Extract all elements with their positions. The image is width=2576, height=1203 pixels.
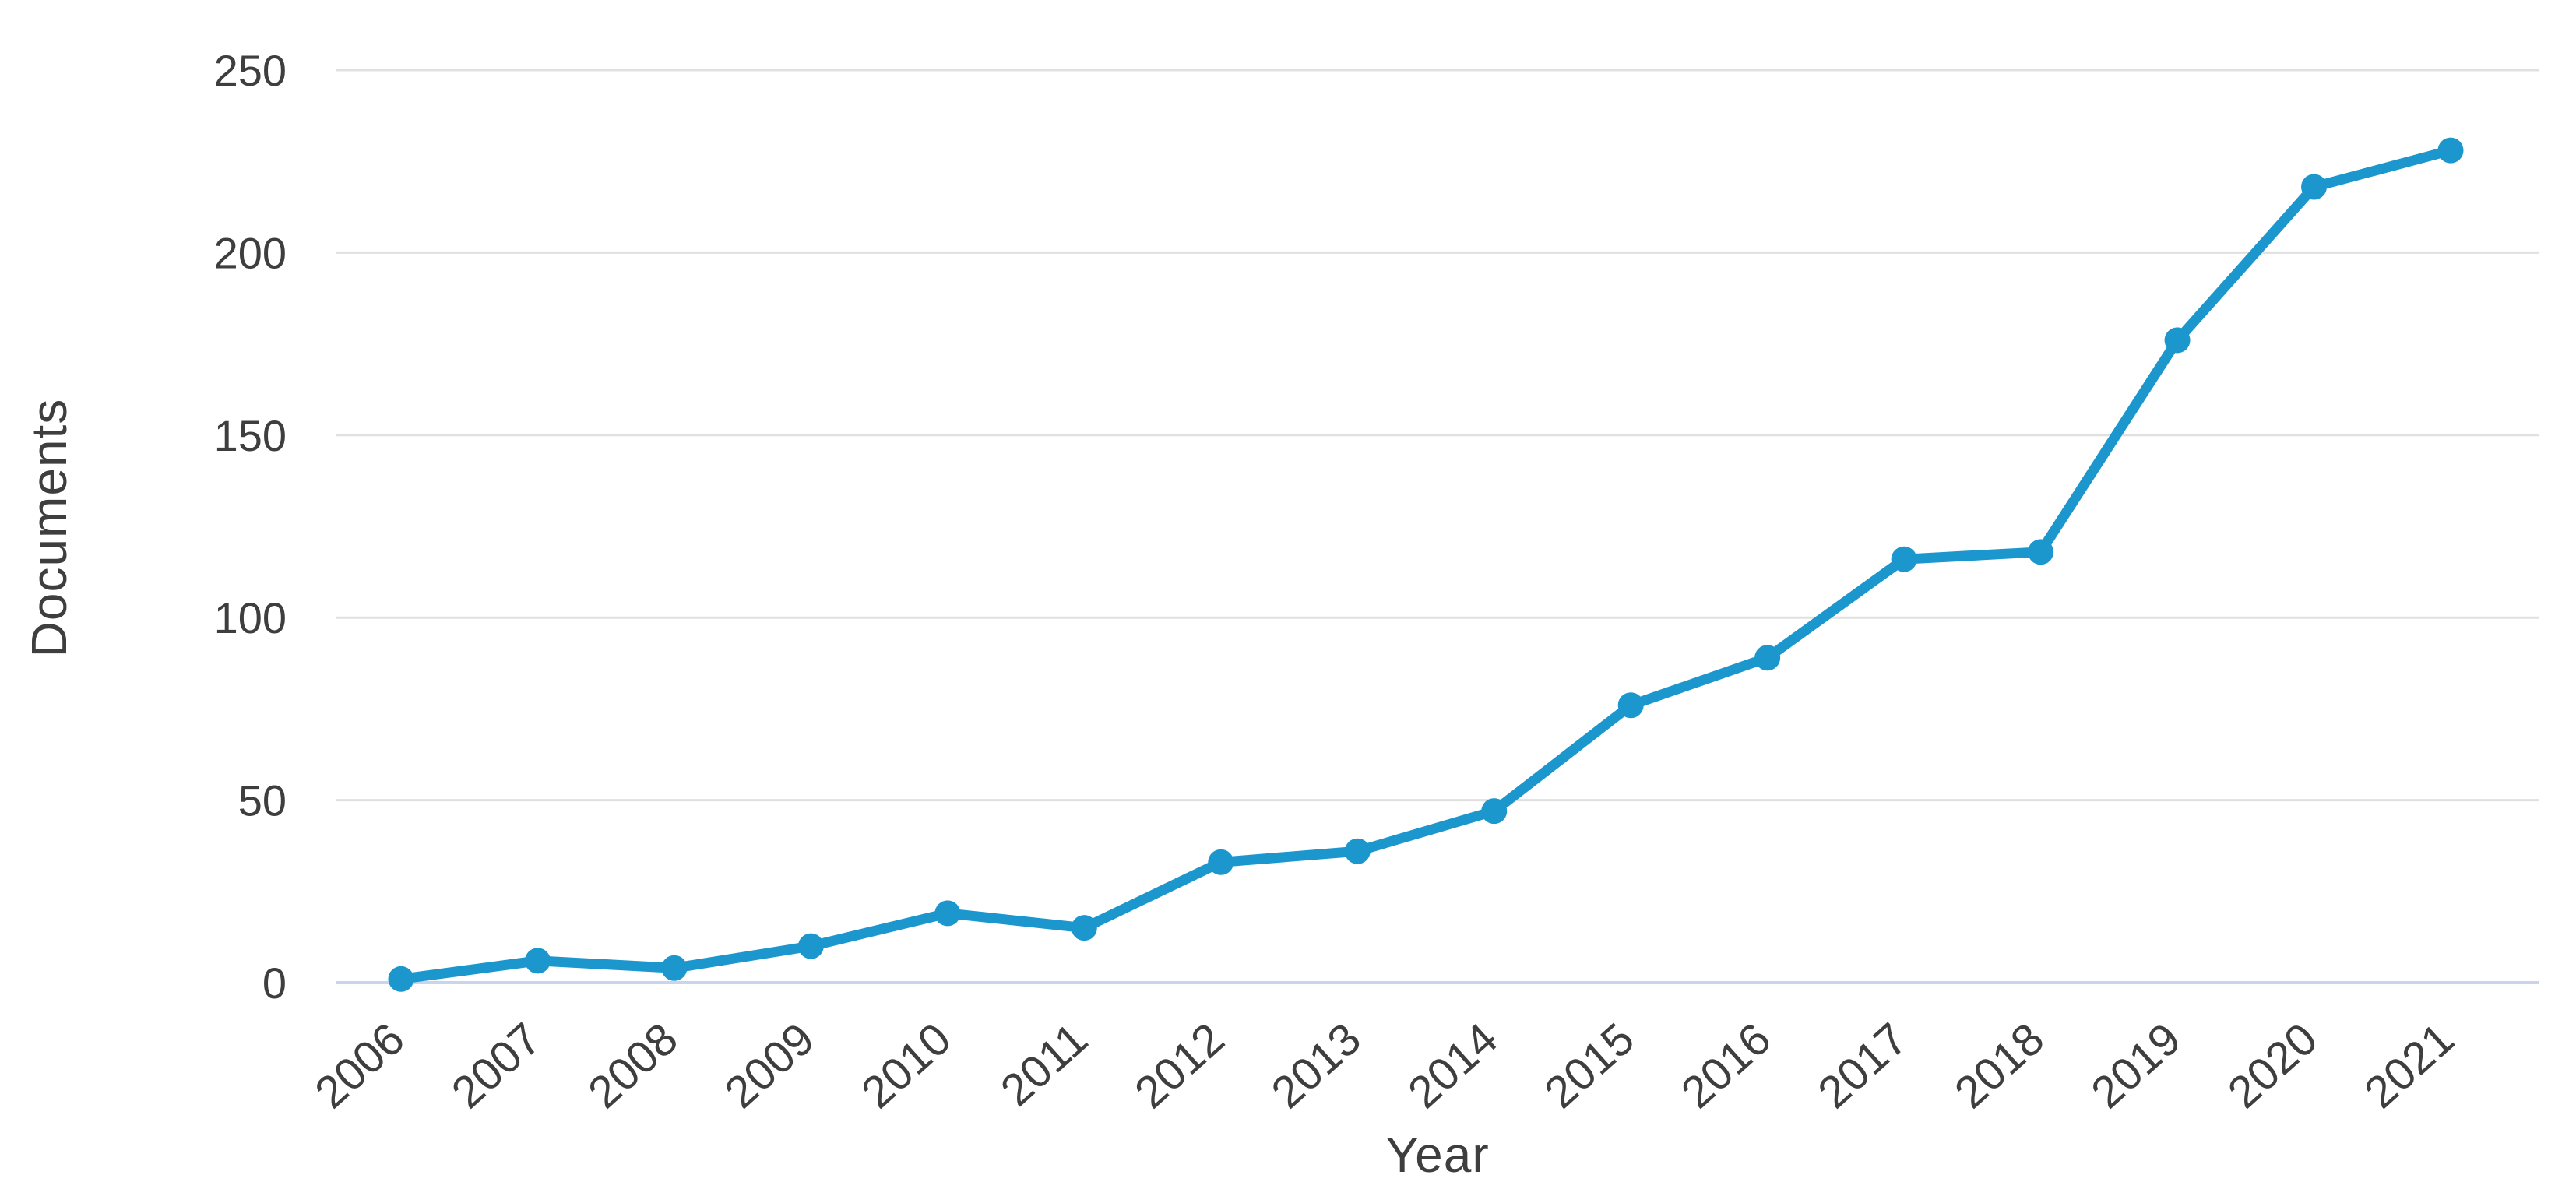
x-tick-label: 2014 [1399, 1013, 1507, 1118]
data-point-2007[interactable] [524, 948, 551, 974]
data-point-2021[interactable] [2437, 137, 2464, 164]
x-tick-label: 2015 [1536, 1013, 1644, 1118]
x-tick-label: 2010 [852, 1013, 960, 1118]
data-point-2012[interactable] [1208, 849, 1234, 875]
x-tick-label: 2008 [579, 1013, 687, 1118]
x-tick-label: 2013 [1262, 1013, 1371, 1118]
x-axis-tick-labels: 2006 2007 2008 2009 2010 2011 2012 2013 2014 2015… [305, 1013, 2463, 1118]
series-layer [388, 137, 2464, 992]
y-tick-label: 150 [214, 411, 287, 460]
data-point-2017[interactable] [1891, 546, 1917, 572]
x-axis-title: Year [1385, 1127, 1489, 1183]
data-point-2016[interactable] [1754, 645, 1781, 671]
x-tick-label: 2020 [2219, 1013, 2327, 1118]
data-point-2018[interactable] [2028, 539, 2054, 565]
data-point-2020[interactable] [2301, 174, 2328, 200]
y-tick-label: 200 [214, 228, 287, 277]
data-point-2011[interactable] [1071, 915, 1097, 941]
x-tick-label: 2016 [1672, 1013, 1780, 1118]
data-point-2008[interactable] [661, 955, 688, 981]
y-tick-label: 0 [262, 959, 287, 1008]
y-tick-label: 250 [214, 46, 287, 95]
x-tick-label: 2017 [1808, 1013, 1916, 1118]
y-axis-tick-labels: 0 50 100 150 200 250 [214, 46, 287, 1008]
y-tick-label: 50 [238, 776, 287, 825]
data-point-2006[interactable] [388, 966, 414, 992]
data-point-2009[interactable] [797, 933, 824, 959]
x-tick-label: 2019 [2082, 1013, 2190, 1118]
data-point-2013[interactable] [1344, 838, 1371, 864]
x-tick-label: 2012 [1125, 1013, 1233, 1118]
y-tick-label: 100 [214, 593, 287, 642]
x-tick-label: 2018 [1945, 1013, 2053, 1118]
data-point-2019[interactable] [2164, 327, 2191, 354]
x-tick-label: 2009 [716, 1013, 824, 1118]
x-tick-label: 2011 [991, 1013, 1097, 1116]
x-tick-label: 2006 [305, 1013, 413, 1118]
y-axis-title: Documents [21, 399, 77, 658]
x-tick-label: 2021 [2355, 1013, 2463, 1118]
documents-series-line [396, 145, 2456, 984]
data-point-2014[interactable] [1481, 798, 1508, 825]
data-point-2015[interactable] [1617, 692, 1644, 719]
data-point-2010[interactable] [934, 900, 961, 927]
gridlines [336, 69, 2539, 984]
x-tick-label: 2007 [442, 1013, 551, 1118]
